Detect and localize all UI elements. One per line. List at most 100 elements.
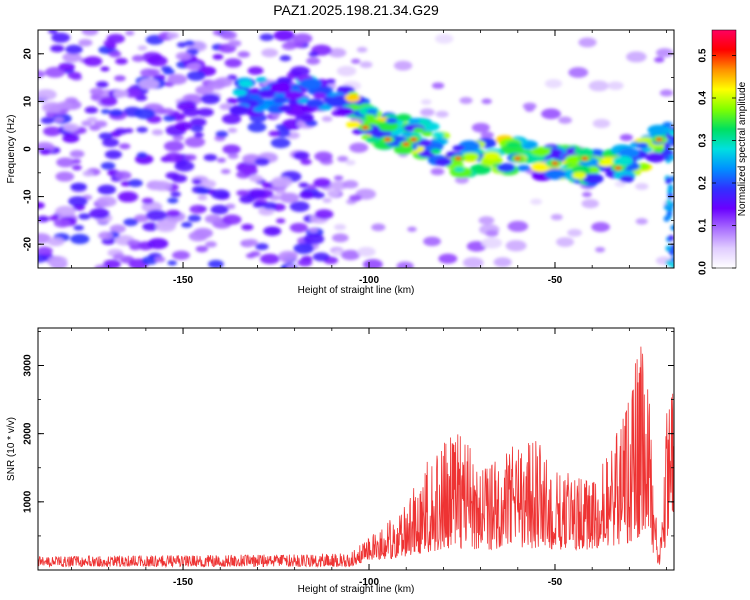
heatmap-edge-cell	[663, 154, 670, 161]
heatmap-noise-cell	[226, 97, 239, 104]
heatmap-noise-cell	[289, 201, 310, 212]
heatmap-noise-cell	[522, 102, 537, 110]
heatmap-noise-cell	[221, 113, 242, 125]
heatmap-edge-cell	[663, 215, 670, 222]
heatmap-noise-cell	[635, 218, 648, 225]
heatmap-noise-cell	[299, 191, 315, 200]
heatmap-noise-cell	[279, 55, 292, 62]
heatmap-ridge-cell	[278, 104, 293, 112]
heatmap-edge-cell	[670, 224, 674, 231]
heatmap-ridge-cell	[572, 172, 587, 180]
heatmap-noise-cell	[118, 143, 131, 150]
heatmap-ridge-cell	[452, 145, 465, 152]
heatmap-noise-cell	[136, 152, 148, 158]
heatmap-noise-cell	[142, 222, 159, 232]
heatmap-noise-cell	[200, 93, 221, 105]
heatmap-ridge-cell	[385, 117, 398, 124]
heatmap-noise-cell	[297, 258, 313, 267]
heatmap-noise-cell	[175, 121, 193, 131]
heatmap-noise-cell	[103, 39, 116, 47]
heatmap-ridge-cell	[408, 118, 421, 124]
heatmap-noise-cell	[197, 107, 214, 117]
heatmap-noise-cell	[359, 61, 373, 69]
heatmap-ridge-cell	[335, 106, 354, 117]
heatmap-noise-cell	[273, 30, 295, 41]
heatmap-noise-cell	[659, 89, 674, 97]
heatmap-noise-cell	[38, 215, 50, 223]
heatmap-noise-cell	[481, 237, 503, 249]
heatmap-noise-cell	[334, 223, 346, 231]
heatmap-noise-cell	[293, 243, 314, 255]
heatmap-ridge-cell	[413, 127, 425, 133]
heatmap-noise-cell	[219, 103, 232, 111]
heatmap-noise-cell	[210, 189, 230, 200]
heatmap-y-tick-label: -10	[23, 189, 34, 204]
snr-background	[38, 328, 674, 570]
heatmap-noise-cell	[340, 249, 361, 261]
heatmap-noise-cell	[58, 62, 75, 72]
heatmap-noise-cell	[171, 174, 188, 183]
snr-x-axis-label: Height of straight line (km)	[298, 584, 415, 595]
heatmap-noise-cell	[303, 233, 325, 245]
heatmap-ridge-cell	[344, 94, 361, 103]
heatmap-noise-cell	[286, 265, 296, 268]
heatmap-noise-cell	[117, 191, 139, 203]
snr-line	[38, 346, 674, 569]
heatmap-noise-cell	[199, 179, 217, 189]
heatmap-noise-cell	[248, 188, 266, 198]
heatmap-noise-cell	[307, 184, 317, 190]
heatmap-ridge-cell	[255, 76, 268, 83]
heatmap-ridge-cell	[601, 152, 612, 158]
heatmap-noise-cell	[371, 223, 386, 232]
heatmap-noise-cell	[314, 151, 333, 162]
heatmap-cells	[38, 30, 674, 268]
heatmap-ridge-cell	[417, 139, 432, 147]
heatmap-noise-cell	[306, 57, 321, 65]
heatmap-noise-cell	[166, 32, 179, 39]
heatmap-ridge-cell	[421, 130, 433, 137]
heatmap-noise-cell	[262, 201, 277, 210]
heatmap-noise-cell	[89, 87, 104, 96]
heatmap-noise-cell	[454, 176, 469, 184]
heatmap-noise-cell	[204, 214, 222, 224]
heatmap-edge-cell	[663, 203, 670, 210]
heatmap-noise-cell	[204, 241, 217, 248]
heatmap-noise-cell	[146, 209, 167, 221]
heatmap-noise-cell	[128, 179, 143, 188]
heatmap-noise-cell	[71, 165, 82, 171]
heatmap-noise-cell	[222, 214, 242, 225]
heatmap-noise-cell	[393, 60, 413, 71]
heatmap-noise-cell	[57, 101, 73, 110]
heatmap-noise-cell	[141, 197, 154, 204]
snr-x-tick-label: -150	[173, 577, 193, 588]
heatmap-noise-cell	[249, 251, 261, 257]
heatmap-ridge-cell	[636, 142, 649, 149]
heatmap-noise-cell	[65, 44, 83, 55]
heatmap-ridge-cell	[582, 173, 604, 185]
heatmap-noise-cell	[208, 259, 224, 268]
heatmap-noise-cell	[141, 256, 159, 265]
heatmap-ridge-cell	[284, 90, 303, 101]
heatmap-noise-cell	[38, 89, 57, 101]
heatmap-noise-cell	[430, 167, 445, 176]
heatmap-peak-cell	[514, 156, 522, 161]
heatmap-noise-cell	[241, 223, 254, 231]
snr-x-tick-label: -50	[548, 577, 563, 588]
heatmap-noise-cell	[186, 62, 202, 71]
heatmap-noise-cell	[289, 222, 308, 233]
heatmap-ridge-cell	[544, 168, 566, 180]
heatmap-noise-cell	[275, 189, 286, 195]
heatmap-noise-cell	[154, 256, 166, 263]
heatmap-blobs	[38, 30, 674, 268]
heatmap-noise-cell	[163, 114, 176, 122]
heatmap-peak-cell	[410, 137, 418, 142]
heatmap-noise-cell	[331, 233, 349, 243]
heatmap-noise-cell	[222, 144, 241, 155]
heatmap-noise-cell	[78, 213, 91, 220]
heatmap-noise-cell	[141, 201, 163, 213]
heatmap-noise-cell	[82, 170, 94, 177]
heatmap-ridge-cell	[573, 147, 594, 158]
heatmap-y-ticks: -20 -10 0 10 20	[23, 29, 674, 269]
heatmap-edge-cell	[665, 245, 672, 252]
